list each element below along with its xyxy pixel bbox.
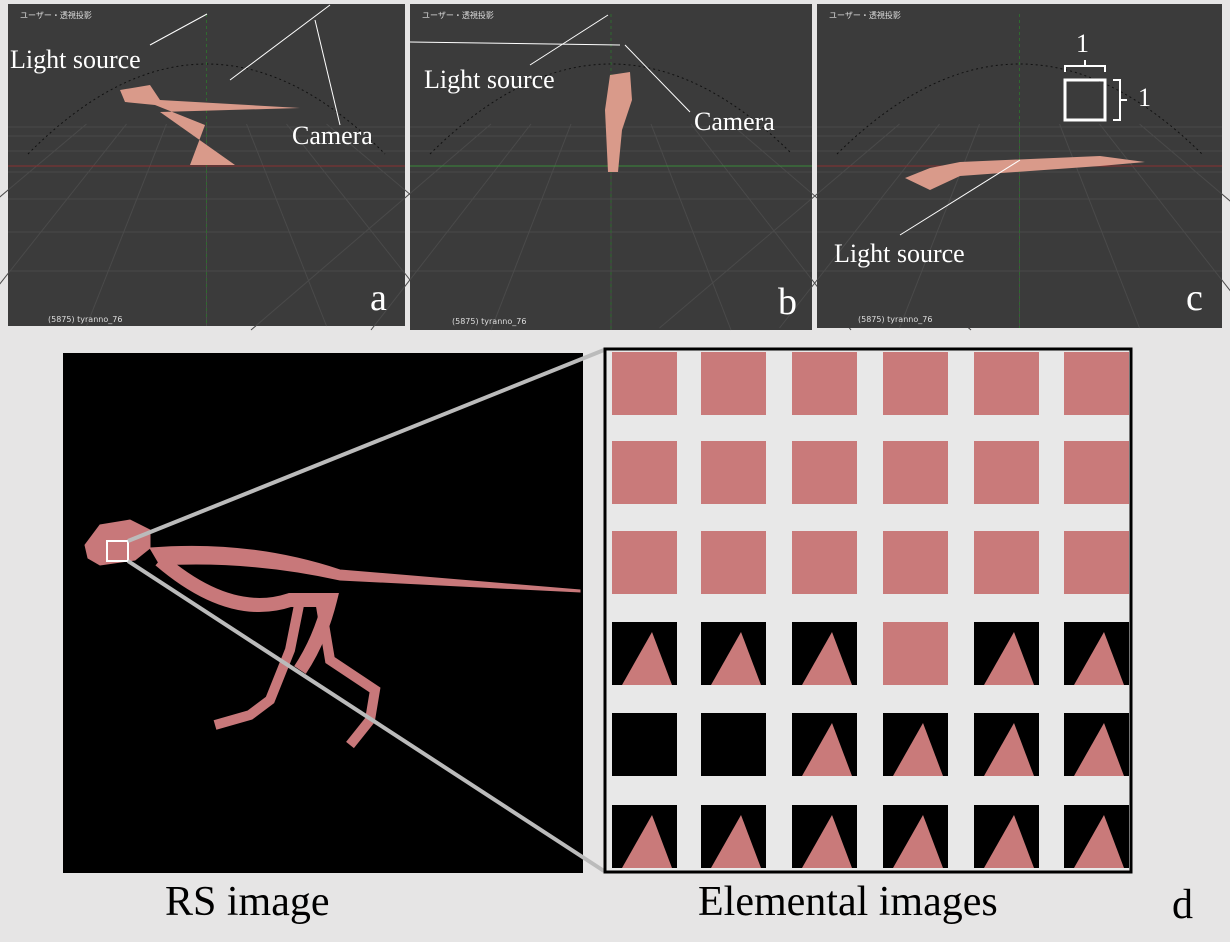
- dino: [120, 85, 300, 165]
- scale-label: 1: [1138, 83, 1151, 112]
- viewport-footer: (5875) tyranno_76: [48, 315, 122, 324]
- leader-line: [149, 13, 208, 46]
- dino: [905, 156, 1145, 190]
- label: Camera: [292, 121, 373, 150]
- grid-line: [0, 123, 127, 285]
- tooth: [1074, 632, 1124, 685]
- panel-letter: d: [1172, 882, 1193, 928]
- scale-label: 1: [1076, 29, 1089, 58]
- tooth: [711, 632, 761, 685]
- grid-line: [370, 123, 532, 331]
- grid-line: [1099, 123, 1230, 292]
- zoom-box: [106, 540, 129, 562]
- grid-line: [1139, 123, 1230, 202]
- grid-line: [899, 123, 980, 329]
- grid-line: [246, 123, 327, 327]
- grid-line: [250, 123, 492, 331]
- viewport-footer: (5875) tyranno_76: [452, 317, 526, 326]
- cell: [1064, 531, 1129, 594]
- cell: [612, 352, 677, 415]
- viewport-footer: (5875) tyranno_76: [858, 315, 932, 324]
- viewport-header: ユーザー・透視投影: [422, 10, 494, 20]
- panel-letter: b: [778, 281, 797, 323]
- cell: [701, 713, 766, 776]
- cell: [792, 352, 857, 415]
- leader-line: [314, 19, 341, 126]
- label: Camera: [694, 107, 775, 136]
- tooth: [984, 632, 1034, 685]
- leader-line: [624, 44, 691, 113]
- cell: [883, 352, 948, 415]
- grid-line: [779, 123, 940, 329]
- skeleton: [84, 519, 581, 749]
- camera: [409, 41, 621, 46]
- tooth: [802, 723, 852, 776]
- tooth: [984, 723, 1034, 776]
- label: Light source: [834, 239, 965, 268]
- cell: [974, 352, 1039, 415]
- panel-letter: a: [370, 277, 387, 319]
- grid-line: [490, 123, 572, 331]
- elemental-images: [603, 347, 1133, 874]
- viewports: [0, 4, 1230, 331]
- tooth: [1074, 815, 1124, 868]
- tooth: [802, 815, 852, 868]
- cell: [701, 441, 766, 504]
- tooth: [622, 815, 672, 868]
- zoom-line: [126, 559, 606, 873]
- light-arc: [429, 63, 793, 155]
- ribs: [155, 554, 339, 674]
- cell: [883, 531, 948, 594]
- cell: [701, 352, 766, 415]
- viewport-header: ユーザー・透視投影: [20, 10, 92, 20]
- cell: [612, 531, 677, 594]
- tooth: [802, 632, 852, 685]
- elemental-cells: [612, 352, 1129, 868]
- leg: [315, 599, 381, 749]
- leader-line: [899, 159, 1021, 236]
- leader-line: [529, 14, 609, 66]
- grid-line: [650, 123, 732, 331]
- cell: [612, 713, 677, 776]
- cell: [974, 531, 1039, 594]
- unit-square: [1063, 78, 1107, 122]
- viewport-header: ユーザー・透視投影: [829, 10, 901, 20]
- grid-line: [86, 123, 167, 327]
- camera: [229, 4, 331, 81]
- brace: [1064, 60, 1106, 72]
- cell: [792, 441, 857, 504]
- zoom-line: [127, 348, 605, 543]
- tooth: [893, 815, 943, 868]
- tooth: [711, 815, 761, 868]
- leg: [213, 599, 305, 730]
- cell: [1064, 441, 1129, 504]
- caption: RS image: [165, 879, 330, 925]
- cell: [612, 441, 677, 504]
- spine: [149, 545, 581, 593]
- label: Light source: [10, 45, 141, 74]
- light-arc: [836, 63, 1203, 155]
- cell: [792, 531, 857, 594]
- tooth: [893, 723, 943, 776]
- dino: [605, 72, 632, 172]
- cell: [883, 441, 948, 504]
- tooth: [622, 632, 672, 685]
- panel-letter: c: [1186, 277, 1203, 319]
- grid-line: [0, 123, 87, 198]
- cell: [883, 622, 948, 685]
- tooth: [984, 815, 1034, 868]
- brace: [1113, 79, 1127, 121]
- caption: Elemental images: [698, 879, 998, 925]
- tooth: [1074, 723, 1124, 776]
- label: Light source: [424, 65, 555, 94]
- cell: [974, 441, 1039, 504]
- grid-line: [659, 123, 900, 329]
- cell: [1064, 352, 1129, 415]
- cell: [701, 531, 766, 594]
